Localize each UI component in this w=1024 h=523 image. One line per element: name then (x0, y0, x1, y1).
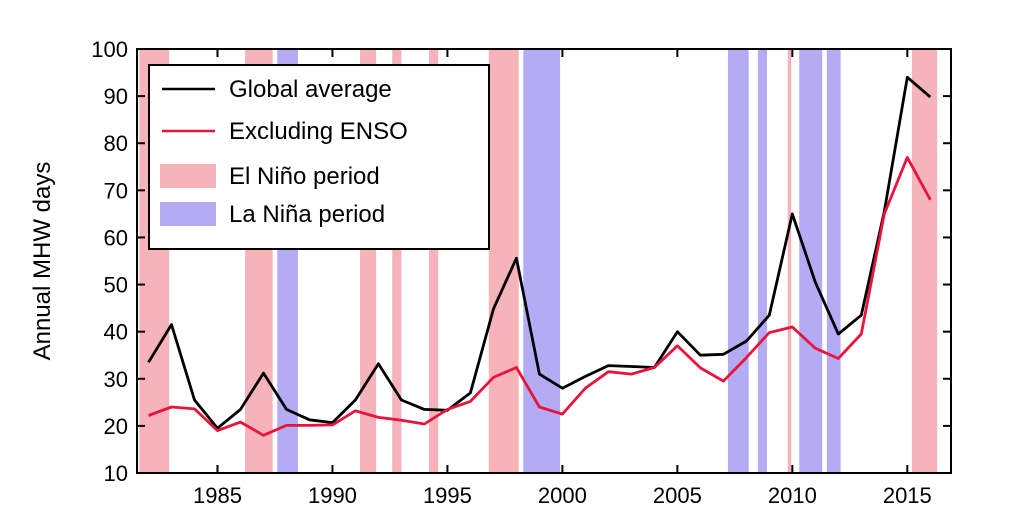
la-nina-period-band (757, 49, 768, 473)
la-nina-period-band (826, 49, 841, 473)
legend-swatch-el-nino (160, 164, 216, 188)
x-tick-label: 1990 (308, 483, 357, 508)
global-average-line (147, 75, 932, 430)
y-axis-title: Annual MHW days (29, 162, 56, 361)
y-tick-label: 80 (104, 131, 128, 156)
legend-swatch-la-nina (160, 202, 216, 226)
la-nina-period-band (727, 49, 749, 473)
y-tick-label: 20 (104, 414, 128, 439)
y-tick-label: 60 (104, 225, 128, 250)
y-tick-label: 70 (104, 178, 128, 203)
la-nina-period-band (523, 49, 561, 473)
y-tick-label: 90 (104, 84, 128, 109)
x-tick-label: 1995 (423, 483, 472, 508)
legend-label-el-nino: El Niño period (229, 163, 380, 190)
y-tick-label: 40 (104, 320, 128, 345)
el-nino-period-band (429, 49, 439, 473)
legend: Global average Excluding ENSO El Niño pe… (148, 64, 490, 250)
x-tick-label: 2000 (538, 483, 587, 508)
x-tick-label: 2015 (883, 483, 932, 508)
el-nino-period-band (787, 49, 792, 473)
y-tick-label: 30 (104, 367, 128, 392)
legend-label-la-nina: La Niña period (229, 201, 385, 228)
y-tick-label: 50 (104, 273, 128, 298)
el-nino-period-band (911, 49, 938, 473)
la-nina-period-band (799, 49, 823, 473)
x-tick-label: 1985 (193, 483, 242, 508)
x-tick-label: 2005 (653, 483, 702, 508)
plot-frame (136, 48, 952, 474)
x-tick-label: 2010 (768, 483, 817, 508)
y-tick-label: 100 (91, 37, 128, 62)
axis-ticks-layer: 10 20 30 40 50 60 70 80 90 100 1985 1990 1995 2000 200… (91, 37, 951, 508)
el-nino-period-band (392, 49, 402, 473)
excluding-enso-line (148, 155, 932, 437)
series-layer (147, 75, 932, 437)
legend-label-excluding-enso: Excluding ENSO (229, 118, 408, 145)
legend-label-global-average: Global average (229, 76, 392, 103)
y-tick-label: 10 (104, 461, 128, 486)
